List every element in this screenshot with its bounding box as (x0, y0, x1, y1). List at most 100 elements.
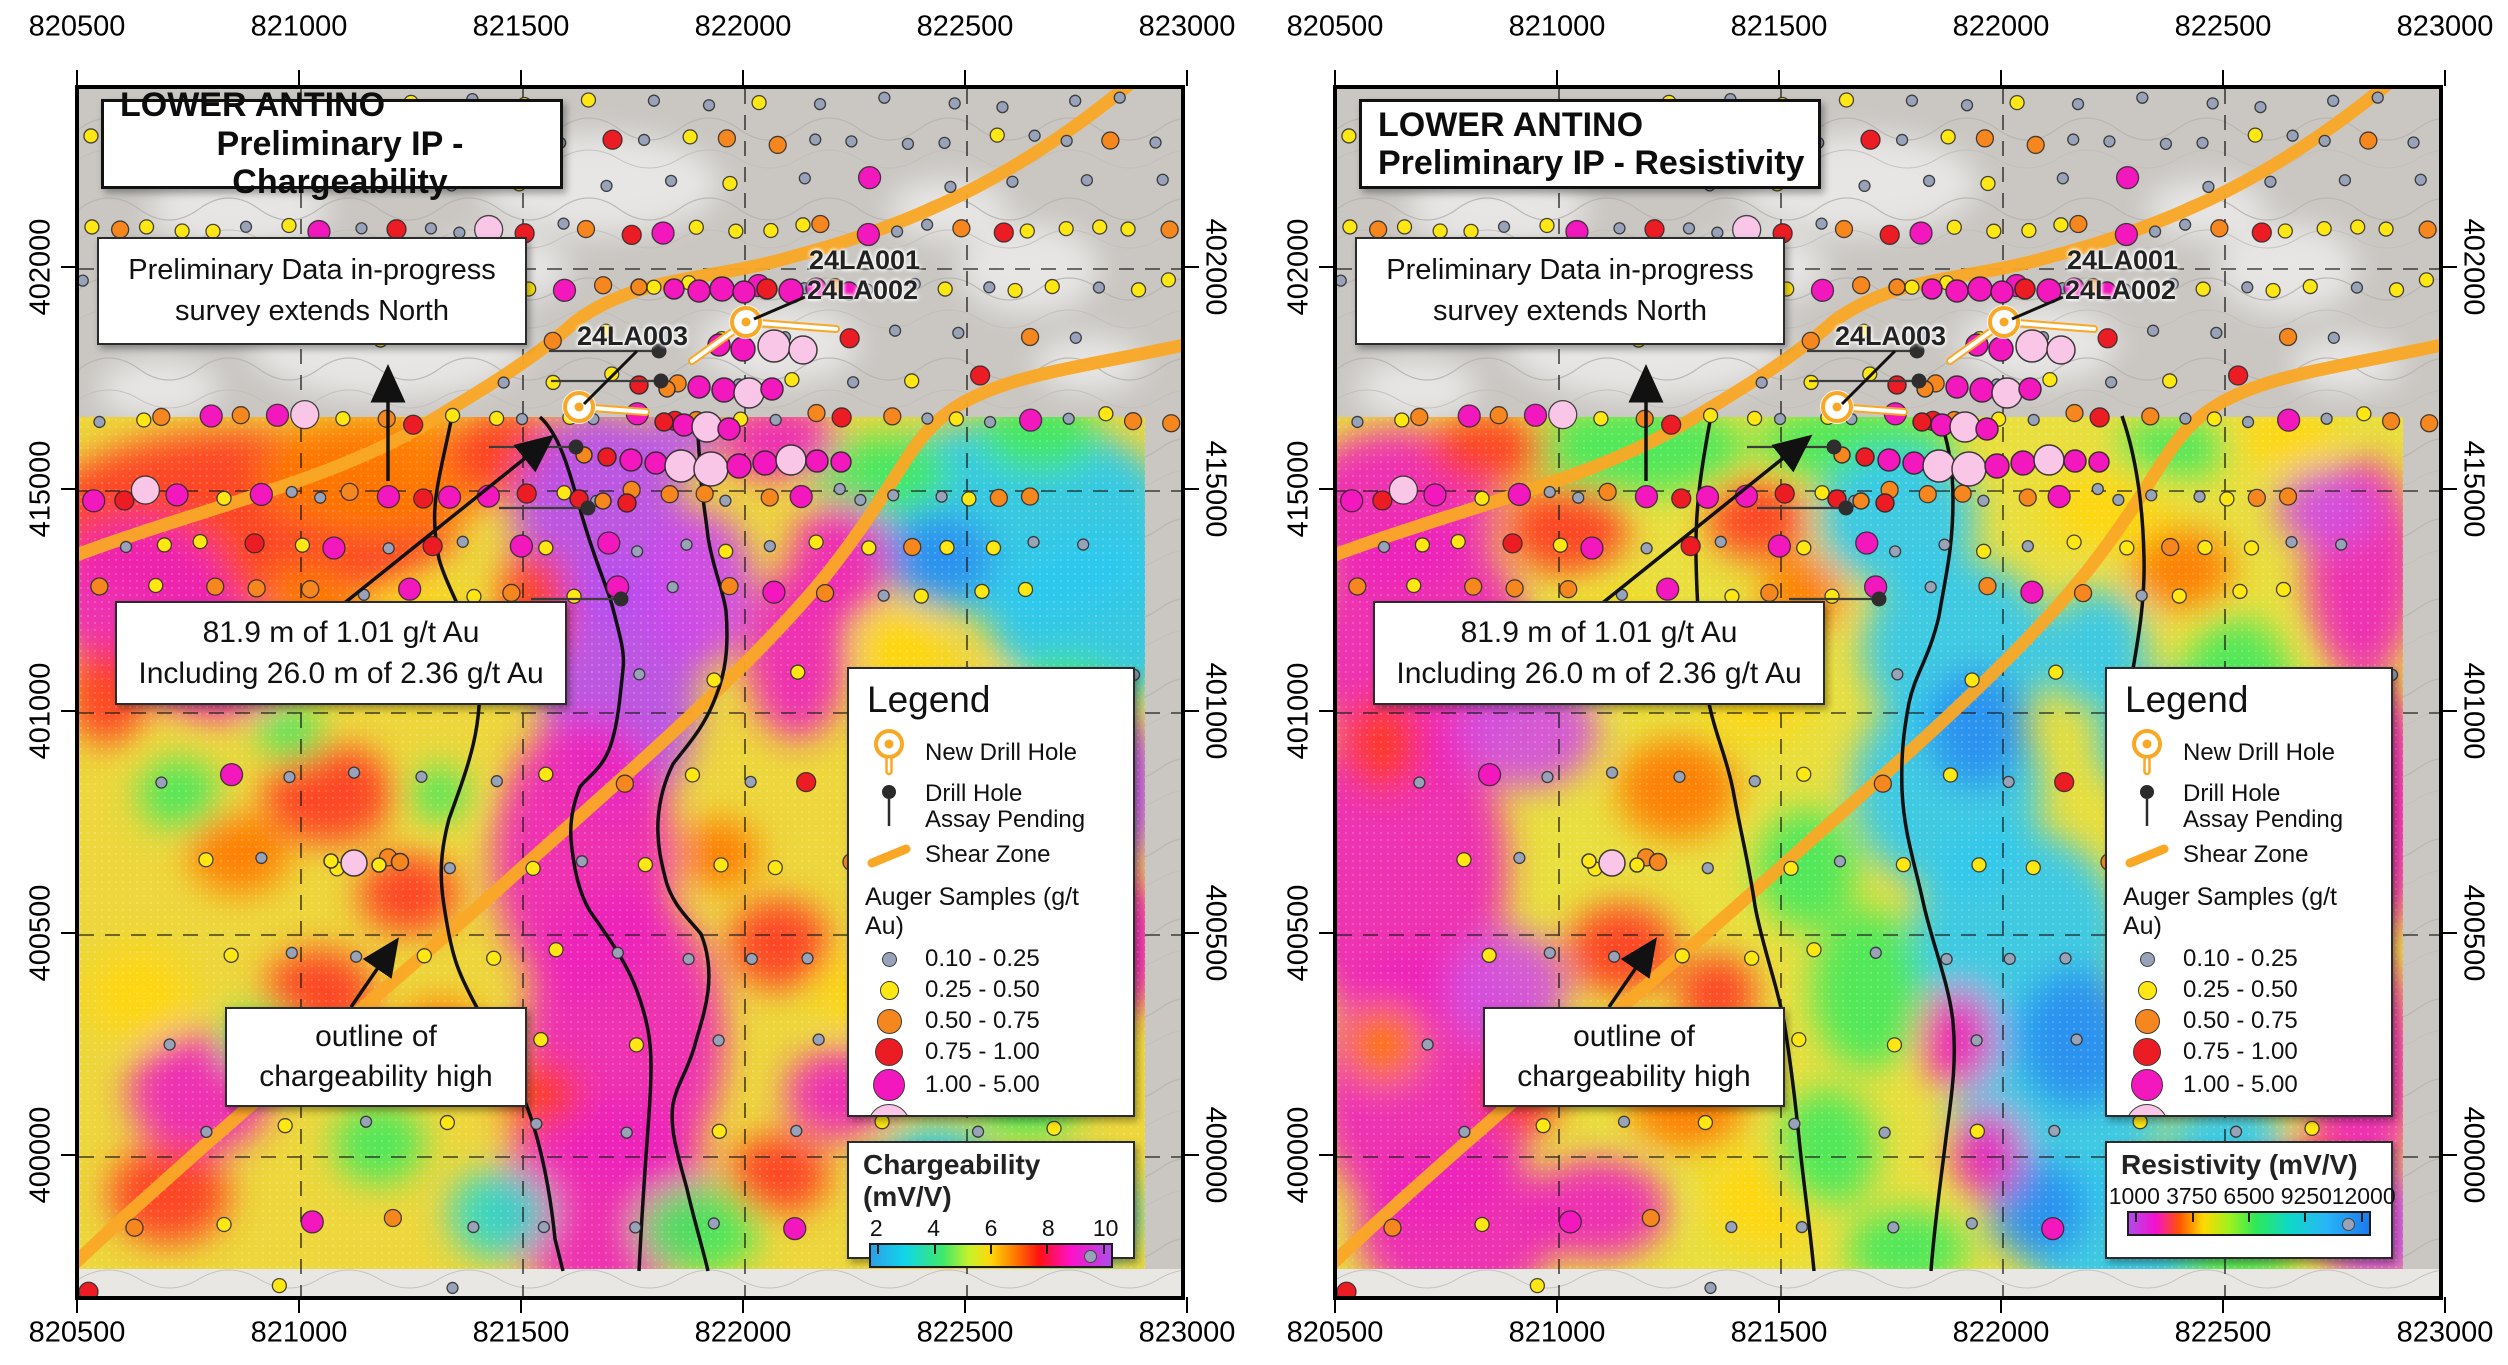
axis-tick (964, 70, 966, 86)
ip-heatmap-resistivity (1337, 417, 2403, 1269)
axis-label-easting: 822000 (1952, 10, 2050, 43)
axis-tick (1319, 1154, 1335, 1156)
chargeability-high-outline (2120, 415, 2146, 670)
auger-class-dot (875, 1038, 903, 1066)
auger-class-label: 0.50 - 0.75 (2183, 1007, 2298, 1034)
annotation-line: chargeability high (1517, 1060, 1751, 1093)
axis-label-easting: 821000 (1508, 10, 1606, 43)
axis-label-northing: 402000 (24, 218, 57, 316)
drill-hole-pending-icon (865, 782, 913, 832)
legend-title: Legend (2125, 679, 2249, 720)
axis-tick (1183, 1154, 1199, 1156)
axis-tick (2441, 266, 2457, 268)
axis-tick (298, 1297, 300, 1313)
auger-class-dot (873, 1069, 905, 1101)
axis-tick (742, 1297, 744, 1313)
axis-label-easting: 822000 (694, 10, 792, 43)
axis-label-easting: 820500 (28, 10, 126, 43)
color-scalebar-chargeability: Chargeability (mV/V) 2 4 6 8 10 (847, 1141, 1135, 1268)
axis-label-northing: 415000 (1199, 440, 1232, 538)
assay-pending-marker (613, 591, 629, 607)
auger-class-row: 0.25 - 0.50 (2123, 976, 2375, 1004)
axis-tick (1319, 488, 1335, 490)
new-drill-hole-icon (865, 727, 913, 779)
map-title-line1: LOWER ANTINO (1378, 105, 1644, 144)
legend-label-line: Drill Hole (925, 780, 1023, 808)
annotation-preliminary-data: Preliminary Data in-progress survey exte… (1355, 237, 1785, 345)
scalebar-tick-mark (933, 1243, 936, 1254)
auger-class-label: 0.25 - 0.50 (2183, 976, 2298, 1003)
drill-label-leader (753, 295, 806, 321)
axis-label-easting: 822500 (916, 10, 1014, 43)
scalebar-tick-mark (2191, 1211, 2194, 1222)
scalebar-tick-mark (2360, 1211, 2363, 1222)
axis-tick (1319, 266, 1335, 268)
chargeability-high-outline (656, 416, 729, 1272)
axis-tick (76, 70, 78, 86)
auger-class-row: 0.50 - 0.75 (865, 1007, 1117, 1035)
axis-label-easting: 821500 (1730, 10, 1828, 43)
legend-item-shear-zone: Shear Zone (2123, 835, 2375, 875)
axis-label-northing: 401000 (24, 662, 57, 760)
chargeability-high-outline (538, 415, 653, 1272)
annotation-arrow (1598, 434, 1813, 607)
axis-tick (1319, 710, 1335, 712)
axis-label-northing: 400500 (24, 884, 57, 982)
new-drill-hole-icon (2123, 727, 2171, 779)
legend-label-line: Drill Hole (2183, 780, 2281, 808)
axis-label-easting: 822500 (916, 1316, 1014, 1349)
auger-samples-header: Auger Samples (g/t Au) (2123, 883, 2337, 940)
axis-label-northing: 401000 (1282, 662, 1315, 760)
axis-label-easting: 821000 (1508, 1316, 1606, 1349)
annotation-line: outline of (1573, 1020, 1695, 1054)
scalebar-tick: 9250 (2280, 1183, 2332, 1209)
auger-dot-overlap (1084, 1250, 1097, 1263)
axis-tick (2441, 932, 2457, 934)
assay-pending-marker (1826, 439, 1842, 455)
axis-label-northing: 402000 (1282, 218, 1315, 316)
axis-tick (2441, 1154, 2457, 1156)
axis-label-easting: 822000 (1952, 1316, 2050, 1349)
drill-label-leader (1840, 349, 1897, 406)
axis-label-easting: 822500 (2174, 1316, 2272, 1349)
auger-class-row: 0.75 - 1.00 (865, 1038, 1117, 1066)
annotation-line: survey extends North (174, 295, 449, 327)
legend-item-new-drill-hole: New Drill Hole (865, 727, 1117, 779)
axis-tick (1778, 70, 1780, 86)
scalebar-tick-mark (2304, 1211, 2307, 1222)
annotation-arrow (340, 434, 555, 607)
scalebar-tick: 6 (984, 1215, 998, 1241)
auger-class-dot (2133, 1038, 2161, 1066)
legend-item-shear-zone: Shear Zone (865, 835, 1117, 875)
color-scalebar-resistivity: Resistivity (mV/V) 1000 3750 6500 9250 12000 (2105, 1141, 2396, 1259)
scalebar-tick: 6500 (2223, 1183, 2275, 1209)
shear-zone-line (1337, 89, 2392, 561)
axis-tick (61, 266, 77, 268)
auger-class-dot (2139, 951, 2155, 967)
auger-class-label: 0.75 - 1.00 (2183, 1038, 2298, 1065)
axis-tick (1334, 1297, 1336, 1313)
assay-pending-marker (1871, 591, 1887, 607)
auger-class-label: 0.25 - 0.50 (925, 976, 1040, 1003)
auger-class-dot (879, 980, 899, 1000)
scalebar-tick-mark (2248, 1211, 2250, 1222)
map-title-box: LOWER ANTINO Preliminary IP - Resistivit… (1359, 99, 1821, 189)
assay-pending-marker (1838, 500, 1854, 516)
auger-class-dot (868, 1104, 910, 1115)
assay-pending-marker (651, 343, 667, 359)
axis-label-easting: 823000 (1138, 1316, 1236, 1349)
auger-class-row: >5.00 (865, 1104, 1117, 1115)
scalebar-tick: 12000 (2331, 1183, 2396, 1209)
auger-class-row: >5.00 (2123, 1104, 2375, 1115)
axis-label-easting: 821500 (472, 1316, 570, 1349)
axis-tick (520, 1297, 522, 1313)
auger-class-dot (2126, 1104, 2168, 1115)
scalebar-tick-mark (1102, 1243, 1105, 1254)
legend-label-line: Assay Pending (925, 806, 1086, 833)
annotation-line: 81.9 m of 1.01 g/t Au (1460, 615, 1738, 649)
axis-tick (1186, 70, 1188, 86)
auger-class-row: 0.10 - 0.25 (2123, 945, 2375, 973)
drill-label-leader (582, 349, 639, 406)
assay-pending-marker (1909, 343, 1925, 359)
